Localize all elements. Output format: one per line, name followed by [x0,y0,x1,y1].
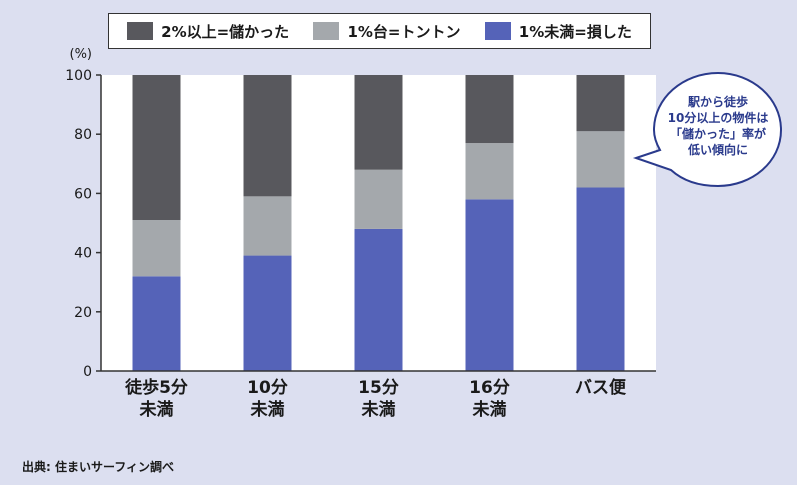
bar-segment-gain [354,75,403,170]
bar-segment-gain [465,75,514,144]
y-unit-label: (%) [70,47,93,62]
y-tick-label: 20 [74,305,92,321]
y-tick-label: 80 [74,127,92,143]
legend-item-gain: 2%以上=儲かった [127,21,289,42]
bar-segment-even [465,143,514,200]
callout-text: 駅から徒歩 10分以上の物件は 「儲かった」率が 低い傾向に [660,94,776,158]
bar-segment-gain [576,75,625,132]
legend-item-loss: 1%未満=損した [484,21,632,42]
x-tick-label: 10分 [247,378,288,398]
legend-swatch-even [313,22,340,40]
x-tick-label: バス便 [575,377,627,398]
x-tick-label: 15分 [358,378,399,398]
bar-segment-even [132,220,181,277]
y-tick-label: 100 [65,68,92,84]
legend-label-loss: 1%未満=損した [518,22,632,41]
bar-segment-even [354,169,403,229]
legend-swatch-loss [484,22,511,40]
x-tick-label: 徒歩5分 [124,377,188,398]
chart-legend: 2%以上=儲かった 1%台=トントン 1%未満=損した [108,13,651,49]
bar-segment-loss [576,187,625,371]
callout-bubble-shape [632,71,783,188]
legend-swatch-gain [127,22,154,40]
x-tick-label: 未満 [472,399,507,420]
legend-label-gain: 2%以上=儲かった [161,22,290,41]
y-tick-label: 40 [74,246,92,262]
bar-segment-gain [243,75,292,197]
x-tick-label: 未満 [250,399,285,420]
y-tick-label: 60 [74,186,92,202]
bar-segment-even [243,196,292,256]
callout-line: 「儲かった」率が [669,127,766,141]
callout-line: 低い傾向に [687,143,748,157]
legend-label-even: 1%台=トントン [347,22,461,41]
callout-line: 10分以上の物件は [667,111,769,125]
y-tick-label: 0 [83,364,92,380]
x-tick-label: 16分 [469,378,510,398]
bar-segment-loss [465,199,514,371]
legend-item-even: 1%台=トントン [313,21,461,42]
bar-segment-even [576,131,625,188]
bar-segment-gain [132,75,181,221]
callout-line: 駅から徒歩 [687,95,748,109]
callout-bubble [632,71,783,188]
bar-segment-loss [354,228,403,371]
x-tick-label: 未満 [361,399,396,420]
source-note: 出典: 住まいサーフィン調べ [22,460,175,474]
x-tick-label: 未満 [139,399,174,420]
bar-segment-loss [243,255,292,371]
bar-segment-loss [132,276,181,371]
